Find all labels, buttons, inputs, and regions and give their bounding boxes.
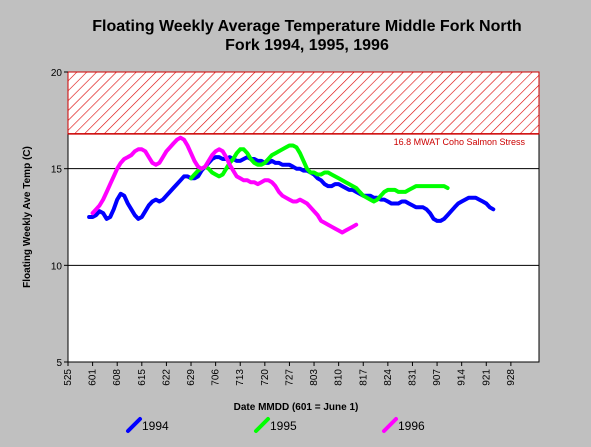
x-tick-label-622: 622 — [161, 369, 172, 386]
y-tick-label-15: 15 — [51, 165, 63, 176]
legend-item-1996: 1996 — [382, 417, 425, 433]
chart-title-line-1: Floating Weekly Average Temperature Midd… — [92, 18, 521, 35]
x-tick-label-608: 608 — [112, 369, 123, 386]
x-tick-label-914: 914 — [457, 369, 468, 386]
x-tick-label-810: 810 — [334, 369, 345, 386]
x-tick-label-601: 601 — [88, 369, 99, 386]
x-tick-label-706: 706 — [211, 369, 222, 386]
x-tick-label-824: 824 — [383, 369, 394, 386]
legend-label-1994: 1994 — [142, 419, 169, 433]
series-line-1994 — [87, 155, 496, 223]
y-axis-label: Floating Weekly Ave Temp (C) — [22, 146, 33, 288]
x-tick-label-831: 831 — [407, 369, 418, 386]
x-axis: 525 601 608 615 622 629 706 713 720 727 803 810 817 8… — [63, 362, 517, 386]
x-tick-label-525: 525 — [63, 369, 74, 386]
x-axis-label: Date MMDD (601 = June 1) — [234, 402, 359, 413]
series-line-1996 — [90, 135, 359, 235]
x-tick-label-713: 713 — [235, 369, 246, 386]
y-tick-label-5: 5 — [56, 358, 62, 369]
coho-stress-band — [67, 71, 540, 135]
chart-title-line-2: Fork 1994, 1995, 1996 — [225, 37, 389, 54]
legend-swatch-1996 — [382, 417, 398, 433]
x-tick-label-921: 921 — [481, 369, 492, 386]
legend-swatch-1995 — [254, 417, 270, 433]
series-lines — [87, 135, 496, 235]
x-tick-label-817: 817 — [358, 369, 369, 386]
y-tick-label-10: 10 — [51, 261, 63, 272]
x-tick-label-727: 727 — [284, 369, 295, 386]
x-tick-label-629: 629 — [186, 369, 197, 386]
x-tick-label-615: 615 — [137, 369, 148, 386]
y-tick-label-20: 20 — [51, 68, 63, 79]
x-tick-label-720: 720 — [260, 369, 271, 386]
threshold-label: 16.8 MWAT Coho Salmon Stress — [394, 137, 526, 147]
series-line-1995 — [189, 143, 450, 204]
legend-label-1995: 1995 — [270, 419, 297, 433]
legend-item-1994: 1994 — [126, 417, 169, 433]
x-tick-label-803: 803 — [309, 369, 320, 386]
x-tick-label-928: 928 — [506, 369, 517, 386]
legend: 1994 1995 1996 — [126, 417, 425, 433]
x-tick-label-907: 907 — [432, 369, 443, 386]
legend-swatch-1994 — [126, 417, 142, 433]
legend-label-1996: 1996 — [398, 419, 425, 433]
legend-item-1995: 1995 — [254, 417, 297, 433]
y-axis: 5 10 15 20 — [51, 68, 68, 369]
